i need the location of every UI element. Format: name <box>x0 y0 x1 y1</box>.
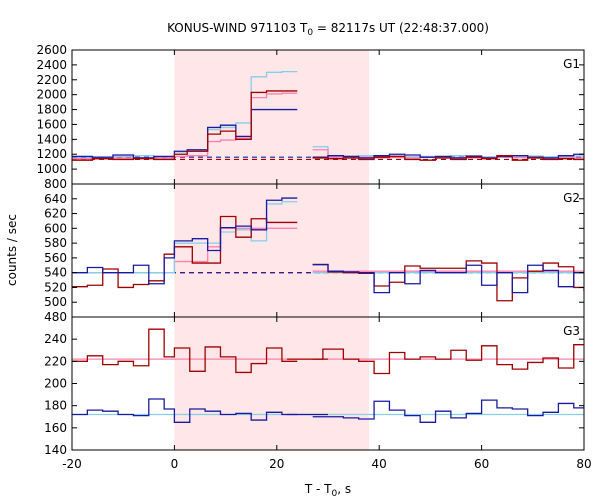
x-axis-label: T - T0, s <box>304 482 351 499</box>
y-tick-label: 640 <box>44 192 67 206</box>
y-tick-label: 2600 <box>36 43 67 57</box>
x-axis-label-subscript: 0 <box>332 489 338 499</box>
panel-label: G1 <box>563 57 580 71</box>
y-tick-label: 240 <box>44 332 67 346</box>
panel-data <box>72 70 584 161</box>
series-3-segment-1 <box>312 263 584 294</box>
y-tick-label: 1000 <box>36 162 67 176</box>
series-3-segment-0 <box>72 90 298 161</box>
y-tick-label: 160 <box>44 421 67 435</box>
shaded-interval <box>174 50 369 184</box>
x-tick-label: 20 <box>269 457 284 471</box>
y-tick-label: 1200 <box>36 147 67 161</box>
x-tick-label: 40 <box>372 457 387 471</box>
y-tick-label: 2000 <box>36 88 67 102</box>
chart-title-suffix: = 82117s UT (22:48:37.000) <box>313 21 489 35</box>
chart-title-prefix: KONUS-WIND 971103 T <box>167 21 308 35</box>
series-3-segment-1 <box>312 155 584 161</box>
y-tick-label: 520 <box>44 280 67 294</box>
y-tick-label: 220 <box>44 354 67 368</box>
x-tick-label: 0 <box>171 457 179 471</box>
panel-data <box>72 197 584 302</box>
y-tick-label: 180 <box>44 399 67 413</box>
series-1-segment-2 <box>312 399 584 423</box>
series-0-segment-2 <box>312 344 584 375</box>
y-tick-label: 540 <box>44 266 67 280</box>
x-tick-label: -20 <box>62 457 82 471</box>
series-3-segment-0 <box>72 197 298 285</box>
y-tick-label: 2400 <box>36 58 67 72</box>
x-axis-label-suffix: , s <box>337 482 351 496</box>
x-axis-label-prefix: T - T <box>304 482 332 496</box>
y-tick-label: 600 <box>44 221 67 235</box>
y-tick-label: 1400 <box>36 132 67 146</box>
y-tick-label: 800 <box>44 177 67 191</box>
panel-label: G2 <box>563 191 580 205</box>
series-1-segment-0 <box>72 398 298 423</box>
panel-g3: 140 160 180 200 220 240 -20 0 20 40 60 80 G3 <box>44 316 592 471</box>
panels-group: 800100012001400160018002000220024002600G… <box>36 43 592 471</box>
chart-title: KONUS-WIND 971103 T0 = 82117s UT (22:48:… <box>167 21 489 38</box>
y-tick-label: 140 <box>44 443 67 457</box>
y-tick-label: 200 <box>44 377 67 391</box>
y-tick-label: 580 <box>44 236 67 250</box>
y-tick-label: 480 <box>44 310 67 324</box>
y-axis-label: counts / sec <box>5 214 19 286</box>
x-tick-label: 60 <box>474 457 489 471</box>
y-tick-label: 1600 <box>36 117 67 131</box>
series-0-segment-0 <box>72 328 298 374</box>
y-tick-label: 1800 <box>36 103 67 117</box>
x-tick-label: 80 <box>576 457 591 471</box>
y-tick-label: 2200 <box>36 73 67 87</box>
y-tick-label: 620 <box>44 207 67 221</box>
y-tick-label: 500 <box>44 295 67 309</box>
panel-data <box>72 328 584 423</box>
panel-label: G3 <box>563 324 580 338</box>
y-tick-label: 560 <box>44 251 67 265</box>
shaded-interval <box>174 184 369 317</box>
shaded-interval <box>174 317 369 450</box>
chart-title-subscript: 0 <box>307 28 313 38</box>
